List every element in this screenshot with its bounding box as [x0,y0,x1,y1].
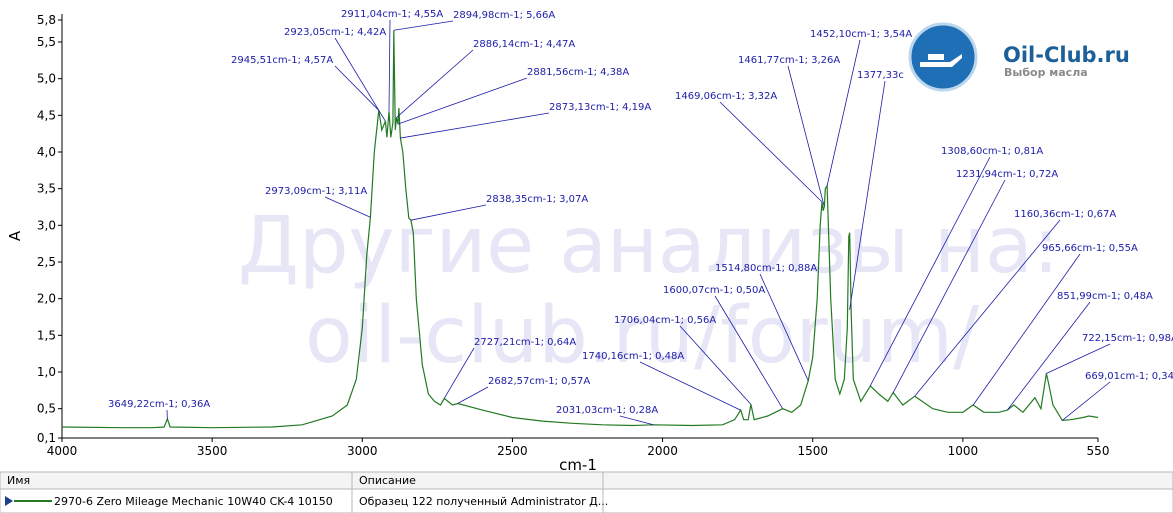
annotation-leader [639,361,741,411]
annotation-leader [914,219,1061,397]
spectrum-line [61,30,1099,429]
annotation-leader [334,37,386,122]
annotation-label: 2894,98cm-1; 5,66A [453,10,555,21]
annotation-leader [869,156,991,387]
annotation-leader [826,39,861,186]
annotation-label: 1231,94cm-1; 0,72A [956,169,1058,180]
row-indicator [5,496,13,506]
annotation-label: 1740,16cm-1; 0,48A [582,351,684,362]
y-tick-label: 5,5 [37,35,56,49]
logo-icon [920,54,962,67]
table-cell[interactable]: 2970-6 Zero Mileage Mechanic 10W40 CK-4 … [54,495,333,508]
annotation-label: 2881,56cm-1; 4,38A [527,67,629,78]
annotation-leader [849,80,886,311]
logo-subtitle: Выбор масла [1004,66,1088,79]
annotation-label: 1461,77cm-1; 3,26A [738,55,840,66]
plot: 5,8 5,5 5,0 4,5 4,0 3,5 3,0 2,5 2,0 1,5 1,0 0,5 0,14… [6,9,1173,474]
watermark: Другие анализы на: [238,201,1059,291]
annotation-leader [388,19,391,112]
annotation-leader [619,415,654,426]
x-tick-label: 1500 [797,444,828,458]
x-tick-label: 550 [1087,444,1110,458]
x-tick-label: 2500 [497,444,528,458]
y-tick-label: 5,0 [37,72,56,86]
annotation-leader [892,179,1006,393]
annotation-leader [410,204,487,221]
x-tick-label: 1000 [948,444,979,458]
annotation-leader [1046,343,1111,374]
y-tick-label: 2,0 [37,292,56,306]
annotation-label: 2886,14cm-1; 4,47A [473,39,575,50]
table-header [0,471,1173,490]
annotation-label: 1377,33c [857,70,904,81]
y-tick-label: 4,0 [37,145,56,159]
logo: Oil-Club.ru Выбор масла [908,22,1130,92]
x-tick-label: 4000 [47,444,78,458]
annotation-leader [714,295,784,409]
annotation-leader [787,65,825,207]
annotation-label: 1706,04cm-1; 0,56A [614,315,716,326]
y-tick-label: 0,5 [37,402,56,416]
annotation-label: 2973,09cm-1; 3,11A [265,186,367,197]
annotation-label: 2923,05cm-1; 4,42A [284,27,386,38]
annotation-leader [759,273,809,381]
annotation-leader [397,77,528,125]
annotation-leader [400,112,550,139]
annotation-leader [443,347,475,399]
annotation-leader [679,325,752,405]
annotation-leader [393,20,454,31]
annotation-leader [972,253,1081,406]
y-tick-label: 1,5 [37,328,56,342]
x-tick-label: 2000 [647,444,678,458]
annotation-label: 2873,13cm-1; 4,19A [549,102,651,113]
annotation-leader [1006,301,1091,411]
watermark: oil-club.ru/forum/ [305,291,980,381]
annotation-label: 722,15cm-1; 0,98A [1082,333,1173,344]
annotation-label: 669,01cm-1; 0,34A [1085,371,1173,382]
annotation-leader [719,101,823,203]
table-header-cell: Имя [7,474,30,487]
annotation-label: 1308,60cm-1; 0,81A [941,146,1043,157]
y-tick-label: 2,5 [37,255,56,269]
annotation-leader [457,386,489,404]
table-cell[interactable]: Образец 122 полученный Administrator Д..… [359,495,608,508]
annotation-leader [1062,381,1111,421]
annotation-label: 2945,51cm-1; 4,57A [231,55,333,66]
y-tick-label: 3,0 [37,218,56,232]
annotation-label: 1469,06cm-1; 3,32A [675,91,777,102]
y-tick-label: 4,5 [37,108,56,122]
y-tick-label: 0,1 [37,431,56,445]
y-tick-label: 3,5 [37,182,56,196]
x-axis-label: cm-1 [559,456,597,474]
y-tick-label: 1,0 [37,365,56,379]
x-tick-label: 3500 [197,444,228,458]
annotation-label: 2682,57cm-1; 0,57A [488,376,590,387]
annotation-label: 1452,10cm-1; 3,54A [810,29,912,40]
annotation-label: 2838,35cm-1; 3,07A [486,194,588,205]
annotation-label: 851,99cm-1; 0,48A [1057,291,1153,302]
annotation-label: 1514,80cm-1; 0,88A [715,263,817,274]
annotation-label: 3649,22cm-1; 0,36A [108,399,210,410]
annotation-label: 1160,36cm-1; 0,67A [1014,209,1116,220]
annotation-label: 2031,03cm-1; 0,28A [556,405,658,416]
x-tick-label: 3000 [347,444,378,458]
table-header-cell: Описание [359,474,416,487]
annotation-leader [396,49,474,118]
annotation-label: 1600,07cm-1; 0,50A [663,285,765,296]
annotation-leader [324,196,371,218]
annotation-leader [334,65,379,111]
annotation-label: 2911,04cm-1; 4,55A [341,9,443,20]
logo-title: Oil-Club.ru [1003,43,1130,67]
annotation-label: 2727,21cm-1; 0,64A [474,337,576,348]
y-tick-label: 5,8 [37,13,56,27]
table: Имя Описание 2970-6 Zero Mileage Mechani… [0,471,1173,513]
y-axis-label: A [6,230,24,241]
annotation-label: 965,66cm-1; 0,55A [1042,243,1138,254]
